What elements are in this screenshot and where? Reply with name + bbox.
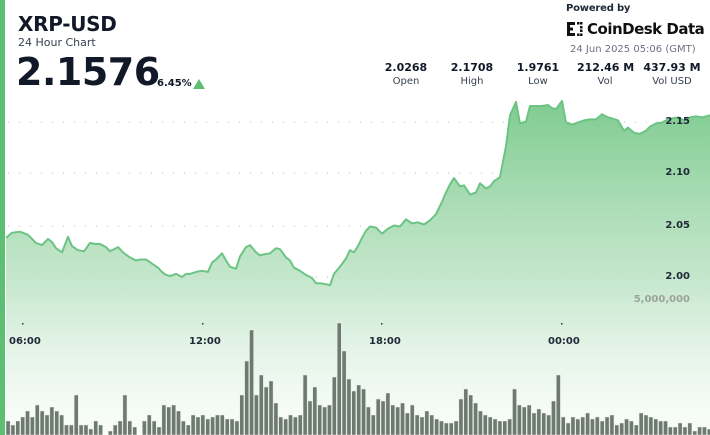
stat-vol-value: 212.46 M — [577, 61, 635, 74]
x-tick-1200: 12:00 — [189, 336, 221, 347]
stat-vol-label: Vol — [597, 76, 613, 87]
accent-bar — [0, 0, 5, 435]
brand-name: CoinDesk Data — [587, 20, 705, 38]
stat-low-value: 1.9761 — [516, 61, 560, 74]
stat-vol-usd-label: Vol USD — [652, 76, 692, 87]
volume-tick-5m: 5,000,000 — [633, 294, 690, 305]
stat-high-label: High — [460, 76, 484, 87]
y-tick-2-00: 2.00 — [665, 271, 690, 282]
stat-open-label: Open — [392, 76, 420, 87]
chart-subtitle: 24 Hour Chart — [18, 36, 96, 49]
data-timestamp: 24 Jun 2025 05:06 (GMT) — [570, 44, 696, 55]
stat-vol-usd-value: 437.93 M — [643, 61, 701, 74]
stat-open-value: 2.0268 — [384, 61, 428, 74]
stat-high: 2.1708 High — [450, 61, 494, 87]
coindesk-data-logo[interactable]: CoinDesk Data — [567, 20, 705, 38]
change-percent: 6.45% — [157, 78, 192, 89]
stat-vol: 212.46 M Vol — [577, 61, 635, 87]
up-triangle-icon — [193, 79, 205, 89]
y-tick-2-15: 2.15 — [665, 116, 690, 127]
stat-low-label: Low — [528, 76, 548, 87]
stat-low: 1.9761 Low — [516, 61, 560, 87]
y-tick-2-05: 2.05 — [665, 220, 690, 231]
x-tick-0000: 00:00 — [548, 336, 580, 347]
x-tick-1800: 18:00 — [369, 336, 401, 347]
coindesk-logo-icon — [567, 22, 583, 36]
x-tick-marks — [22, 323, 563, 325]
volume-bars — [5, 322, 710, 435]
pair-title: XRP-USD — [18, 12, 117, 36]
y-tick-2-10: 2.10 — [665, 167, 690, 178]
price-area — [6, 100, 710, 435]
x-tick-0600: 06:00 — [9, 336, 41, 347]
current-price: 2.1576 — [16, 50, 160, 94]
price-line — [5, 99, 710, 287]
stat-high-value: 2.1708 — [450, 61, 494, 74]
stat-vol-usd: 437.93 M Vol USD — [642, 61, 702, 87]
powered-by-label: Powered by — [566, 3, 631, 14]
stat-open: 2.0268 Open — [384, 61, 428, 87]
